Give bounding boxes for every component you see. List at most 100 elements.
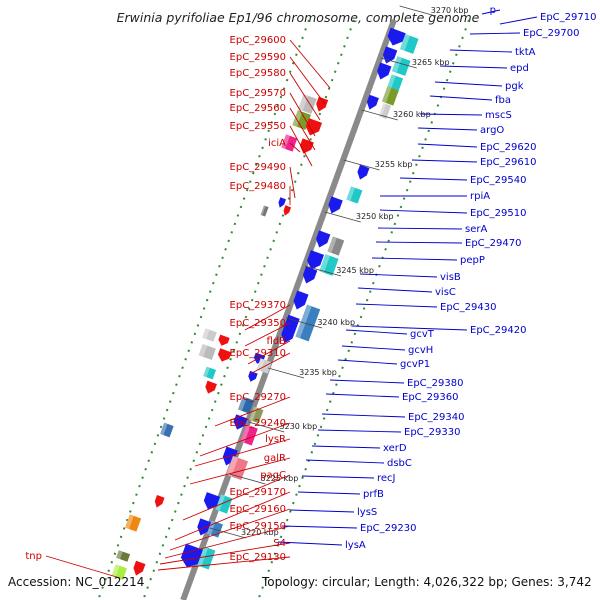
right-gene-label: serA [465,224,487,235]
right-label-leader [297,491,361,495]
right-label-leader [419,113,483,116]
right-gene-label: EpC_29230 [360,523,416,534]
gene-block [378,103,392,119]
right-gene-label: visB [440,272,461,283]
gene-block [292,110,311,130]
gene-arrow [218,334,230,346]
left-gene-label: EpC_29490 [230,162,286,173]
kbp-tick-label: 3235 kbp [299,368,337,377]
gene-block [295,304,321,342]
left-gene-label: EpC_29150 [230,521,286,532]
left-label-leader [182,474,291,521]
right-label-leader [371,257,458,261]
kbp-tick-label: 3240 kbp [317,318,355,327]
gene-block [327,236,345,256]
right-label-leader [355,303,438,308]
kbp-tick-label: 3220 kbp [241,528,279,537]
right-label-leader [321,413,406,418]
left-gene-label: EpC_29310 [230,348,286,359]
right-gene-label: gcvH [408,345,433,356]
left-gene-label: EpC_29590 [230,52,286,63]
left-label-leader [289,166,296,199]
far-left-dotted-track [97,19,310,600]
kbp-tick-label: 3255 kbp [375,160,413,169]
gene-arrow [217,348,232,362]
gene-arrow [205,380,217,394]
gene-block [346,186,363,204]
right-label-leader [329,379,405,384]
gene-block [260,205,269,217]
right-gene-label: EpC_29610 [480,157,536,168]
left-label-leader [157,556,291,571]
right-label-leader [351,325,468,331]
left-gene-label: EpC_29600 [230,35,286,46]
right-gene-label: EpC_29430 [440,302,496,313]
right-label-leader [449,49,513,53]
gene-block [226,455,249,481]
gene-block [319,254,339,276]
gene-arrow [299,138,314,154]
kbp-ticks-layer: 3270 kbp 3265 kbp 3260 kbp 3255 kbp 3250 kbp… [209,5,468,539]
left-gene-label: EpC_29270 [230,392,286,403]
left-gene-label: EpC_29580 [230,68,286,79]
gene-block [203,366,217,380]
gene-block [116,550,131,562]
right-gene-label: EpC_29420 [470,325,526,336]
right-gene-label: dsbC [387,458,412,469]
gene-arrow [281,314,300,344]
right-gene-label: pepP [460,255,485,266]
left-label-leader [289,107,316,151]
right-gene-label: EpC_29620 [480,142,536,153]
right-label-leader [357,287,433,293]
kbp-tick-label: 3230 kbp [280,422,318,431]
right-label-leader [434,81,503,87]
kbp-tick-label: 3265 kbp [412,58,450,67]
kbp-tick-line [380,57,417,69]
left-gene-label: EpC_29160 [230,504,286,515]
right-label-leader [305,459,385,464]
right-gene-label: gcvT [410,329,435,340]
left-gene-label: EpC_29570 [230,88,286,99]
gene-arrow [278,197,286,208]
left-gene-label: EpC_29130 [230,552,286,563]
left-label-leader [289,142,301,153]
gene-arrow [316,96,329,112]
left-labels-layer: EpC_29600 EpC_29590 EpC_29580 EpC_29570 EpC_… [25,35,331,579]
gene-block [399,34,419,54]
left-gene-label: EpC_29240 [230,418,286,429]
right-label-leader [499,16,538,25]
right-label-leader [417,127,478,131]
right-label-leader [375,241,463,244]
kbp-tick-line [267,367,305,379]
right-label-leader [481,9,501,15]
right-gene-label: EpC_29470 [465,238,521,249]
right-gene-label: fba [495,95,511,106]
left-gene-label: galR [264,453,286,464]
left-gene-label: fldB [266,336,286,347]
gene-arrow [328,196,343,214]
right-gene-label: gcvP1 [400,359,430,370]
gene-arrow [377,62,392,80]
right-label-leader [377,227,463,230]
gene-arrow [316,230,331,248]
right-label-leader [325,393,400,398]
right-label-leader [399,177,468,181]
left-gene-label: lysR [265,434,286,445]
right-gene-label: prfB [363,489,384,500]
right-label-leader [337,359,398,365]
left-gene-label: pagC [260,470,286,481]
left-gene-label: EpC_29480 [230,181,286,192]
left-label-leader [194,438,291,467]
left-label-leader [189,457,291,485]
right-label-leader [341,345,406,351]
gene-arrow [387,27,406,46]
left-gene-label: EpC_29550 [230,121,286,132]
kbp-tick-label: 3225 kbp [261,474,299,483]
gene-block [111,564,127,580]
left-label-leader [45,555,121,579]
left-gene-label: iciA [268,138,286,149]
right-labels-layer: p EpC_29710 EpC_29700 tktA epd pgk fba mscS argO… [277,5,596,551]
kbp-tick-line [324,211,361,223]
right-gene-label: EpC_29340 [408,412,464,423]
